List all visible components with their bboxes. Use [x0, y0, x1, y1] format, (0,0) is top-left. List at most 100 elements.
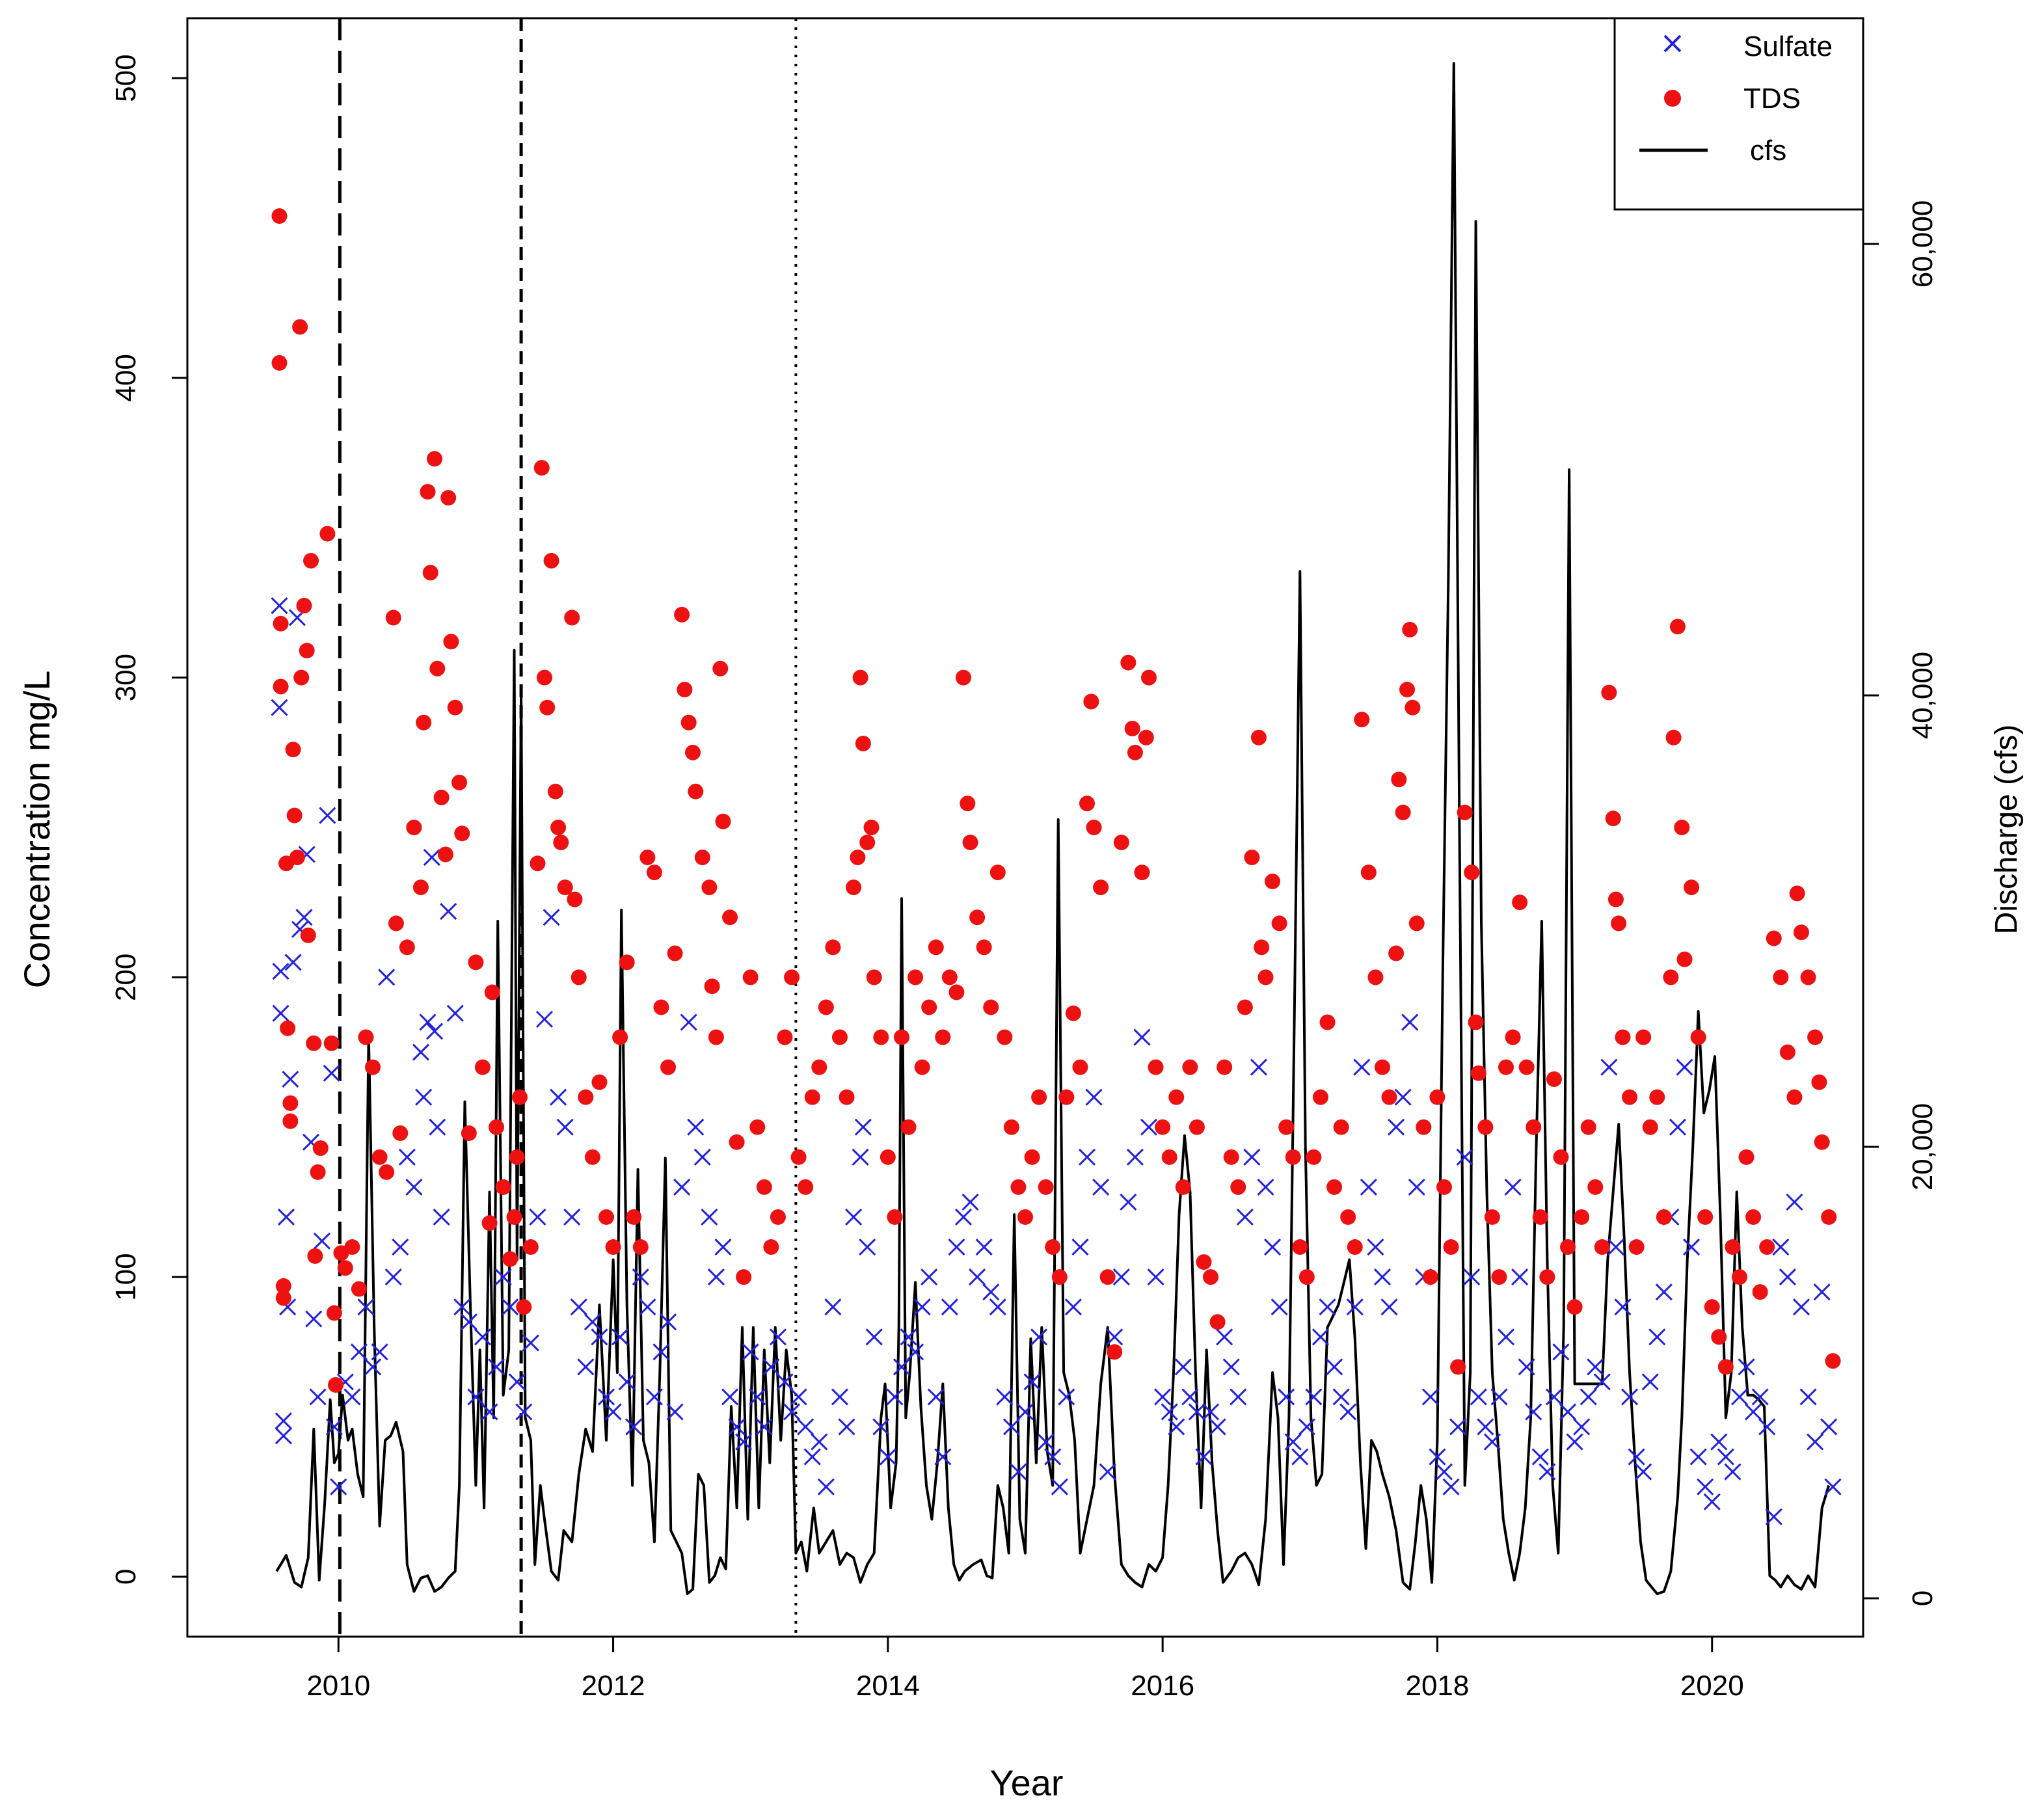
sulfate-point [330, 1478, 347, 1496]
sulfate-point [1539, 1463, 1556, 1481]
tds-point [385, 610, 401, 626]
sulfate-point [1745, 1403, 1762, 1421]
tds-point [1752, 1284, 1768, 1300]
tds-point [1402, 621, 1418, 637]
tds-point [1505, 1029, 1521, 1045]
tds-point [1223, 1149, 1239, 1165]
tds-point [1244, 850, 1260, 866]
sulfate-point [1635, 1463, 1652, 1481]
sulfate-point [1367, 1238, 1384, 1256]
sulfate-point [996, 1388, 1014, 1406]
tds-point [914, 1059, 930, 1075]
tds-point [729, 1134, 745, 1150]
sulfate-point [494, 1268, 512, 1286]
sulfate-point [1477, 1418, 1494, 1436]
sulfate-point [323, 1064, 340, 1082]
sulfate-point [701, 1208, 718, 1226]
sulfate-point [543, 909, 560, 926]
tds-point [1429, 1089, 1446, 1105]
tds-point [489, 1119, 505, 1135]
tds-point [530, 855, 546, 872]
sulfate-point [1250, 1058, 1268, 1076]
tds-point [948, 984, 965, 1000]
sulfate-point [591, 1328, 608, 1346]
tds-point [1168, 1089, 1185, 1105]
sulfate-point [982, 1283, 1000, 1301]
sulfate-point [954, 1208, 973, 1226]
sulfate-point [415, 1088, 433, 1106]
sulfate-point [284, 954, 302, 971]
sulfate-point [1799, 1388, 1817, 1406]
tds-point [893, 1029, 909, 1045]
sulfate-point [1346, 1298, 1364, 1316]
sulfate-point [1030, 1328, 1048, 1346]
sulfate-point [481, 1403, 498, 1421]
sulfate-point [680, 1013, 697, 1031]
tds-point [1443, 1239, 1459, 1255]
tds-point [1539, 1269, 1555, 1285]
sulfate-point [604, 1403, 622, 1421]
tds-point [522, 1239, 539, 1255]
tds-point [1464, 865, 1480, 881]
tds-point [1312, 1089, 1328, 1105]
tds-point [839, 1089, 855, 1105]
sulfate-point [1222, 1358, 1240, 1376]
tds-point [1209, 1314, 1226, 1330]
sulfate-point [927, 1388, 945, 1406]
tds-point [584, 1149, 600, 1165]
tds-point [1196, 1254, 1212, 1270]
sulfate-point [1807, 1433, 1824, 1451]
tds-point [461, 1125, 477, 1141]
tds-point [1717, 1359, 1734, 1375]
tds-point [1697, 1209, 1714, 1225]
sulfate-point [272, 1004, 289, 1022]
legend: Sulfate TDS cfs [1613, 17, 1864, 211]
sulfate-point [488, 1358, 505, 1376]
tds-point [1237, 999, 1253, 1015]
sulfate-point [295, 909, 313, 926]
sulfate-point [1600, 1058, 1618, 1076]
x-tick-label: 2016 [1131, 1670, 1194, 1702]
sulfate-point [522, 1334, 539, 1352]
sulfate-point [893, 1358, 911, 1376]
tds-point [715, 813, 731, 829]
sulfate-point [913, 1298, 931, 1316]
tds-point [1580, 1119, 1596, 1135]
tds-point [680, 714, 697, 731]
tds-point [412, 879, 429, 896]
tds-point [677, 682, 693, 698]
tds-point [1265, 873, 1281, 889]
sulfate-point [618, 1373, 636, 1391]
tds-point [1298, 1269, 1315, 1285]
tds-point [468, 954, 484, 971]
sulfate-point [762, 1358, 780, 1376]
tds-point [1083, 693, 1099, 710]
tds-point [1408, 915, 1425, 932]
sulfate-point [371, 1343, 388, 1361]
sulfate-point [364, 1358, 382, 1376]
tds-point [275, 1290, 291, 1306]
tds-point [1814, 1134, 1830, 1150]
tds-point [1665, 729, 1682, 745]
tds-point [1587, 1179, 1604, 1195]
sulfate-point [325, 1418, 343, 1436]
tds-point [1120, 654, 1136, 671]
sulfate-point [1278, 1388, 1295, 1406]
sulfate-point [714, 1238, 732, 1256]
sulfate-point [1765, 1508, 1782, 1525]
tds-point [454, 825, 470, 842]
x-tick-label: 2018 [1405, 1670, 1469, 1702]
sulfate-point [1511, 1268, 1529, 1286]
tds-point [928, 939, 944, 956]
tds-point [688, 783, 704, 799]
sulfate-point [907, 1343, 924, 1361]
tds-point [506, 1209, 522, 1225]
sulfate-point [612, 1328, 629, 1346]
tds-point [1391, 771, 1407, 788]
tds-point [1807, 1029, 1823, 1045]
tds-point [1553, 1149, 1569, 1165]
tds-point [293, 669, 310, 686]
y-tick-label: 200 [110, 954, 142, 1001]
tds-point [344, 1239, 360, 1255]
tds-point [275, 1278, 291, 1294]
